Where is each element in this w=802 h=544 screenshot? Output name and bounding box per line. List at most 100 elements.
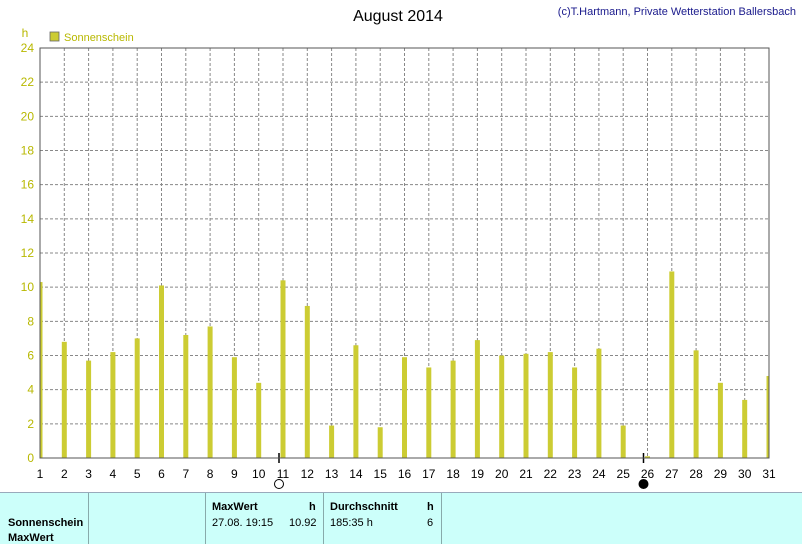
x-tick-label: 3 (85, 467, 92, 481)
bar-day-23 (572, 367, 578, 458)
bars-group (40, 271, 769, 458)
bar-day-30 (742, 399, 748, 458)
stats-divider (323, 493, 324, 544)
x-tick-label: 24 (592, 467, 606, 481)
bar-day-25 (620, 425, 626, 458)
bar-day-2 (61, 341, 67, 458)
bar-day-1 (40, 282, 43, 458)
x-tick-label: 5 (134, 467, 141, 481)
x-tick-label: 17 (422, 467, 436, 481)
bar-day-10 (256, 382, 262, 458)
moon-phase-markers (274, 453, 649, 489)
y-tick-label: 8 (27, 314, 34, 328)
x-tick-label: 6 (158, 467, 165, 481)
stats-divider (88, 493, 89, 544)
y-tick-label: 12 (21, 246, 35, 260)
bar-day-22 (547, 352, 553, 458)
bar-day-6 (159, 285, 164, 458)
y-tick-label: 4 (27, 383, 34, 397)
x-tick-label: 22 (544, 467, 558, 481)
new-moon-icon (638, 479, 649, 489)
y-tick-label: 16 (21, 178, 35, 192)
y-tick-label: 22 (21, 75, 35, 89)
x-tick-label: 25 (617, 467, 631, 481)
x-tick-label: 28 (689, 467, 703, 481)
copyright-text: (c)T.Hartmann, Private Wetterstation Bal… (558, 6, 796, 18)
x-tick-label: 2 (61, 467, 68, 481)
maxwert-value: 10.92 (289, 517, 317, 529)
bar-day-17 (426, 367, 432, 458)
x-tick-label: 14 (349, 467, 363, 481)
y-tick-label: 18 (21, 144, 35, 158)
x-tick-label: 20 (495, 467, 509, 481)
y-tick-label: 20 (21, 109, 35, 123)
bar-day-7 (183, 335, 189, 458)
stats-divider (205, 493, 206, 544)
bar-day-14 (353, 345, 359, 458)
bar-day-26 (645, 456, 650, 458)
maxwert-unit: h (309, 501, 316, 513)
bar-day-9 (231, 357, 237, 458)
x-tick-label: 7 (182, 467, 189, 481)
bar-day-8 (207, 326, 213, 458)
y-tick-label: 0 (27, 451, 34, 465)
x-tick-label: 11 (277, 467, 290, 481)
maxwert-datetime: 27.08. 19:15 (212, 517, 274, 529)
x-tick-label: 29 (714, 467, 728, 481)
x-tick-label: 16 (398, 467, 412, 481)
bar-day-27 (669, 271, 675, 458)
bar-day-12 (304, 305, 310, 458)
durchschnitt-count: 6 (427, 517, 434, 529)
x-tick-labels: 1 2 3 4 5 6 7 8 9 10 11 12 13 14 15 16 17 18 19 20 21 22 23 24 2… (37, 467, 776, 481)
durchschnitt-header: Durchschnitt (330, 501, 398, 513)
bar-day-3 (86, 360, 92, 458)
x-tick-label: 8 (207, 467, 214, 481)
durchschnitt-value: 185:35 h (330, 517, 373, 529)
x-tick-label: 4 (110, 467, 117, 481)
x-tick-label: 23 (568, 467, 582, 481)
y-tick-label: 2 (27, 417, 34, 431)
x-tick-label: 15 (374, 467, 388, 481)
y-tick-label: 6 (27, 349, 34, 363)
sunshine-chart: August 2014 (c)T.Hartmann, Private Wette… (21, 6, 796, 489)
stats-row-label-sonnenschein: Sonnenschein (8, 517, 84, 529)
x-tick-label: 9 (231, 467, 238, 481)
bar-day-29 (717, 382, 723, 458)
bar-day-18 (450, 360, 456, 458)
stats-divider (441, 493, 442, 544)
bar-day-13 (329, 425, 335, 458)
legend-swatch (49, 31, 60, 42)
x-tick-label: 12 (301, 467, 315, 481)
x-tick-label: 13 (325, 467, 339, 481)
x-tick-label: 18 (446, 467, 460, 481)
bar-day-11 (280, 280, 286, 458)
bar-day-31 (766, 376, 769, 458)
maxwert-header: MaxWert (212, 501, 258, 513)
stats-panel: Sonnenschein MaxWert MaxWert h 27.08. 19… (0, 492, 802, 544)
x-tick-label: 1 (37, 467, 44, 481)
bar-day-21 (523, 353, 529, 458)
y-tick-label: 14 (21, 212, 35, 226)
x-tick-label: 26 (641, 467, 655, 481)
bar-day-19 (474, 340, 480, 458)
bar-day-20 (499, 355, 505, 458)
full-moon-icon (274, 479, 284, 489)
bar-day-4 (110, 352, 116, 458)
x-tick-label: 30 (738, 467, 752, 481)
y-tick-label: 24 (21, 41, 35, 55)
stats-row-label-maxwert: MaxWert (8, 532, 54, 544)
bar-day-5 (134, 338, 140, 458)
chart-title: August 2014 (353, 8, 443, 25)
x-tick-label: 10 (252, 467, 266, 481)
legend-label: Sonnenschein (64, 32, 134, 44)
bar-day-28 (693, 350, 699, 458)
x-tick-label: 31 (762, 467, 776, 481)
x-tick-label: 21 (519, 467, 533, 481)
bar-day-24 (596, 348, 602, 458)
bar-day-15 (377, 427, 383, 458)
y-axis-unit: h (22, 26, 29, 40)
plot-frame (39, 47, 770, 459)
y-tick-label: 10 (21, 280, 35, 294)
x-tick-label: 19 (471, 467, 485, 481)
